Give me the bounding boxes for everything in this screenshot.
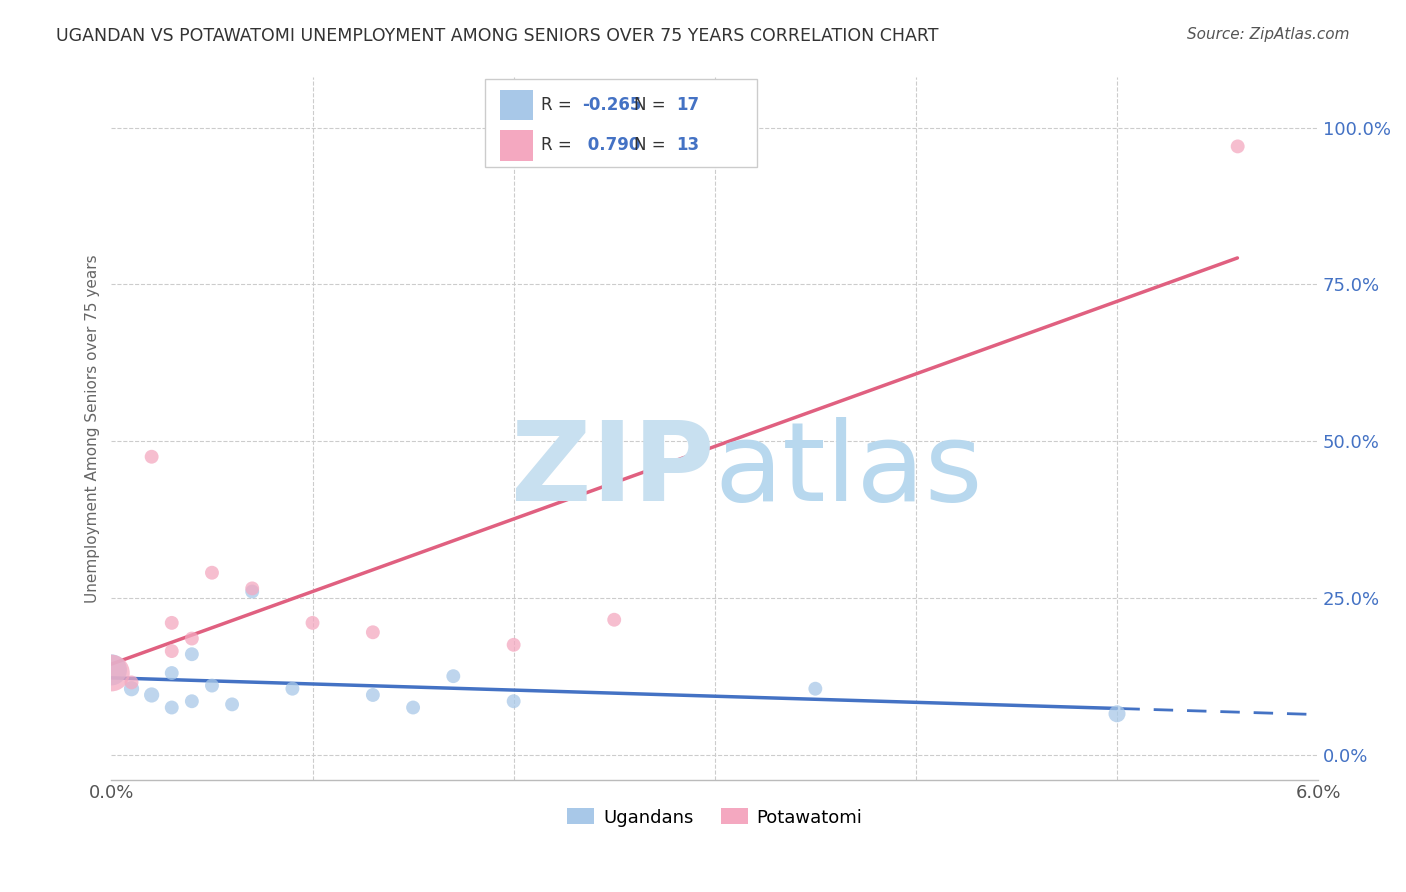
Text: R =: R = <box>541 96 576 114</box>
Point <box>1105 706 1128 721</box>
Point <box>301 615 323 630</box>
Text: Source: ZipAtlas.com: Source: ZipAtlas.com <box>1187 27 1350 42</box>
Text: -0.265: -0.265 <box>582 96 641 114</box>
Point <box>804 681 827 696</box>
Point <box>201 566 224 580</box>
Point <box>141 688 163 702</box>
Text: ZIP: ZIP <box>512 417 714 524</box>
Text: 17: 17 <box>676 96 699 114</box>
Point <box>361 688 384 702</box>
Text: UGANDAN VS POTAWATOMI UNEMPLOYMENT AMONG SENIORS OVER 75 YEARS CORRELATION CHART: UGANDAN VS POTAWATOMI UNEMPLOYMENT AMONG… <box>56 27 939 45</box>
Text: atlas: atlas <box>714 417 983 524</box>
Text: R =: R = <box>541 136 576 154</box>
Text: N =: N = <box>634 96 671 114</box>
FancyBboxPatch shape <box>501 130 533 161</box>
Point <box>100 666 122 681</box>
Point <box>180 647 202 661</box>
Point <box>160 615 183 630</box>
Point <box>100 663 122 677</box>
Point <box>141 450 163 464</box>
Point <box>201 679 224 693</box>
FancyBboxPatch shape <box>501 89 533 120</box>
Point <box>281 681 304 696</box>
Point <box>240 582 263 596</box>
Point <box>180 632 202 646</box>
Point <box>1226 139 1249 153</box>
Point <box>402 700 425 714</box>
Point <box>180 694 202 708</box>
Y-axis label: Unemployment Among Seniors over 75 years: Unemployment Among Seniors over 75 years <box>86 254 100 603</box>
Point <box>160 700 183 714</box>
Text: N =: N = <box>634 136 671 154</box>
Point <box>603 613 626 627</box>
Point <box>121 681 143 696</box>
Point <box>361 625 384 640</box>
FancyBboxPatch shape <box>485 78 756 167</box>
Point <box>240 584 263 599</box>
Point <box>160 666 183 681</box>
Text: 0.790: 0.790 <box>582 136 640 154</box>
Point <box>441 669 464 683</box>
Point <box>160 644 183 658</box>
Legend: Ugandans, Potawatomi: Ugandans, Potawatomi <box>560 801 870 834</box>
Point <box>221 698 243 712</box>
Point <box>121 675 143 690</box>
Point <box>502 638 524 652</box>
Point <box>502 694 524 708</box>
Text: 13: 13 <box>676 136 699 154</box>
